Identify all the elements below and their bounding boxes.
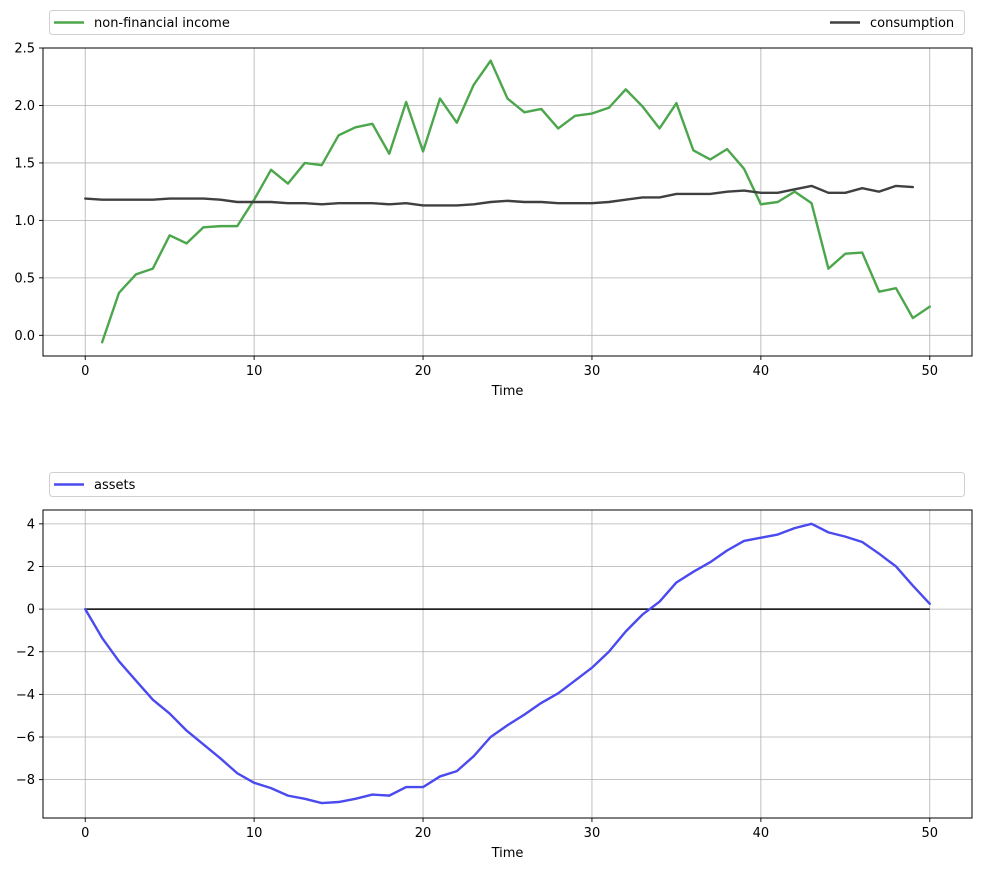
- x-tick-label: 0: [81, 364, 89, 379]
- y-tick-label: 2.5: [14, 42, 35, 57]
- y-tick-label: −6: [16, 731, 35, 746]
- x-tick-label: 40: [753, 364, 770, 379]
- chart-panel-1: 0 10 20 30 40 50 0.0 0.5 1.0 1.5 2.0 2.5 Time non-fin…: [14, 10, 973, 399]
- x-tick-label: 40: [753, 826, 770, 841]
- y-tick-label: −8: [16, 773, 35, 788]
- x-tick-label: 50: [921, 364, 938, 379]
- x-tick-label: 10: [246, 826, 263, 841]
- x-axis-label: Time: [491, 846, 524, 861]
- x-tick-label: 50: [921, 826, 938, 841]
- x-tick-label: 20: [415, 826, 432, 841]
- x-tick-label: 30: [584, 364, 601, 379]
- axes-frame: [42, 509, 973, 819]
- legend-label: consumption: [870, 16, 954, 31]
- y-tick-label: 2: [27, 560, 35, 575]
- x-axis-label: Time: [491, 384, 524, 399]
- legend-label: non-financial income: [94, 16, 230, 31]
- legend-box: [49, 472, 965, 497]
- series-line-assets: [84, 522, 931, 805]
- y-tick-label: −2: [16, 645, 35, 660]
- y-tick-label: 2.0: [14, 99, 35, 114]
- series-line-non-financial-income: [100, 59, 931, 344]
- x-tick-label: 0: [81, 826, 89, 841]
- y-tick-label: 4: [27, 517, 35, 532]
- axes-frame: [42, 47, 973, 357]
- x-tick-label: 30: [584, 826, 601, 841]
- x-tick-label: 10: [246, 364, 263, 379]
- y-tick-label: 1.0: [14, 214, 35, 229]
- y-tick-label: 0.5: [14, 271, 35, 286]
- legend-box: [49, 10, 965, 35]
- y-tick-label: 0: [27, 603, 35, 618]
- y-tick-label: 1.5: [14, 156, 35, 171]
- chart-panel-2: 0 10 20 30 40 50 −8 −6 −4 −2 0 2 4 Time assets: [16, 472, 973, 861]
- series-line-consumption: [84, 184, 915, 207]
- y-tick-label: −4: [16, 688, 35, 703]
- legend-label: assets: [94, 478, 136, 493]
- x-tick-label: 20: [415, 364, 432, 379]
- y-tick-label: 0.0: [14, 329, 35, 344]
